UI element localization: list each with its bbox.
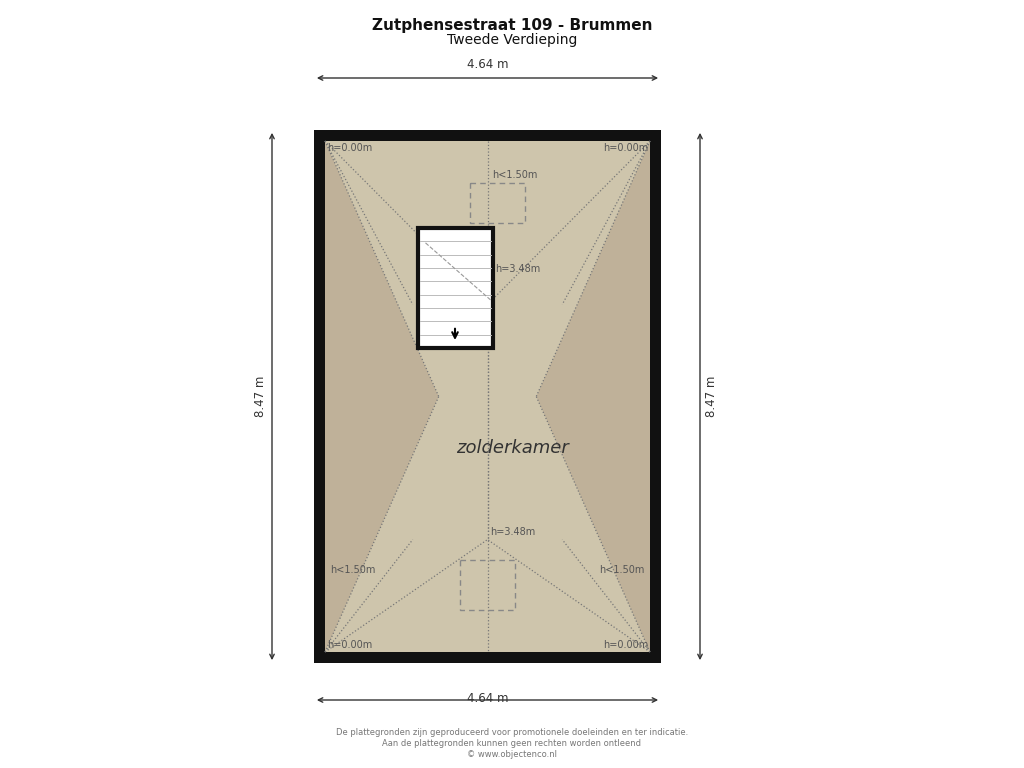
- Bar: [325, 141, 650, 652]
- Text: 4.64 m: 4.64 m: [467, 692, 508, 705]
- Text: zolderkamer: zolderkamer: [456, 439, 569, 457]
- Text: Aan de plattegronden kunnen geen rechten worden ontleend: Aan de plattegronden kunnen geen rechten…: [383, 739, 641, 748]
- Text: h=3.48m: h=3.48m: [496, 264, 541, 274]
- Text: 8.47 m: 8.47 m: [254, 376, 267, 417]
- Text: h=0.00m: h=0.00m: [603, 143, 648, 153]
- Text: 4.64 m: 4.64 m: [467, 58, 508, 71]
- Text: De plattegronden zijn geproduceerd voor promotionele doeleinden en ter indicatie: De plattegronden zijn geproduceerd voor …: [336, 728, 688, 737]
- Bar: [418, 228, 493, 348]
- Text: h=0.00m: h=0.00m: [327, 143, 373, 153]
- Text: © www.objectenco.nl: © www.objectenco.nl: [467, 750, 557, 759]
- Text: h<1.50m: h<1.50m: [600, 564, 645, 574]
- Text: h<1.50m: h<1.50m: [493, 170, 538, 180]
- Text: h=0.00m: h=0.00m: [603, 640, 648, 650]
- Bar: [470, 183, 525, 223]
- Bar: [314, 130, 662, 663]
- Text: h=0.00m: h=0.00m: [327, 640, 373, 650]
- Polygon shape: [325, 141, 650, 652]
- Bar: [460, 560, 515, 610]
- Text: h<1.50m: h<1.50m: [330, 564, 376, 574]
- Text: h=3.48m: h=3.48m: [490, 527, 536, 537]
- Polygon shape: [325, 141, 650, 652]
- Text: 8.47 m: 8.47 m: [705, 376, 718, 417]
- Text: Zutphensestraat 109 - Brummen: Zutphensestraat 109 - Brummen: [372, 18, 652, 33]
- Text: Tweede Verdieping: Tweede Verdieping: [446, 33, 578, 47]
